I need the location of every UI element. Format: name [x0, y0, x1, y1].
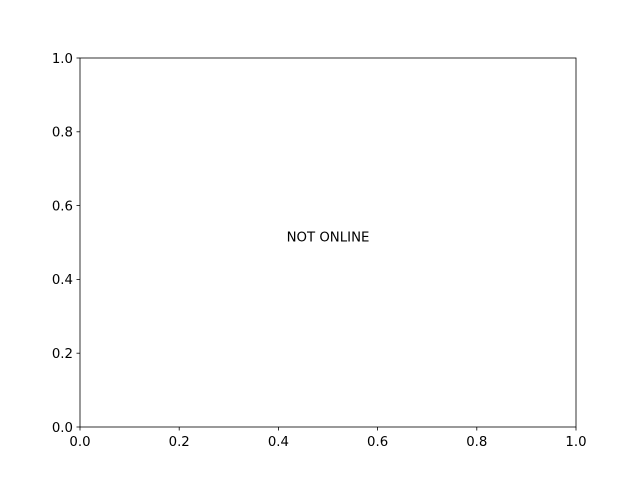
annotations: NOT ONLINE — [287, 231, 370, 246]
x-tick-label: 0.2 — [169, 435, 190, 450]
y-tick-label: 0.4 — [52, 273, 73, 288]
y-tick-label: 0.6 — [52, 199, 73, 214]
axes-frame — [79, 57, 577, 428]
x-tick-label: 0.6 — [367, 435, 388, 450]
status-annotation: NOT ONLINE — [287, 231, 370, 246]
x-tick-label: 0.0 — [69, 435, 90, 450]
y-tick-label: 1.0 — [52, 52, 73, 67]
x-axis: 0.0 0.2 0.4 0.6 0.8 1.0 — [69, 427, 587, 450]
x-tick-label: 0.8 — [466, 435, 487, 450]
x-tick-label: 0.4 — [268, 435, 289, 450]
y-tick-label: 0.0 — [52, 421, 73, 436]
x-tick-label: 1.0 — [565, 435, 586, 450]
plot-area — [80, 58, 576, 427]
y-tick-label: 0.8 — [52, 126, 73, 141]
y-axis: 0.0 0.2 0.4 0.6 0.8 1.0 — [52, 52, 80, 436]
y-tick-label: 0.2 — [52, 347, 73, 362]
